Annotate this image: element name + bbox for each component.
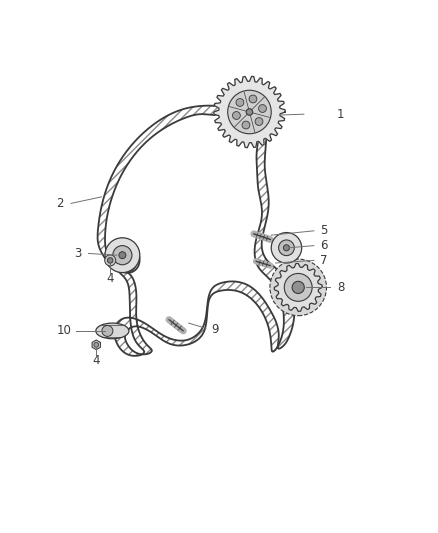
Circle shape bbox=[228, 90, 271, 134]
Circle shape bbox=[258, 104, 266, 112]
Circle shape bbox=[113, 246, 132, 265]
Text: 5: 5 bbox=[320, 224, 327, 237]
Text: 10: 10 bbox=[57, 325, 72, 337]
Circle shape bbox=[270, 259, 326, 316]
Circle shape bbox=[107, 257, 113, 263]
Text: 8: 8 bbox=[337, 281, 345, 294]
Circle shape bbox=[292, 281, 304, 294]
Circle shape bbox=[102, 326, 113, 336]
Circle shape bbox=[246, 109, 253, 115]
Circle shape bbox=[255, 118, 263, 125]
Text: 3: 3 bbox=[74, 247, 81, 260]
Text: 1: 1 bbox=[337, 108, 345, 120]
Polygon shape bbox=[214, 76, 285, 148]
Polygon shape bbox=[92, 340, 100, 350]
Circle shape bbox=[119, 252, 126, 259]
Circle shape bbox=[94, 342, 99, 347]
Circle shape bbox=[284, 273, 312, 301]
Text: 4: 4 bbox=[92, 354, 100, 367]
Circle shape bbox=[283, 245, 290, 251]
Circle shape bbox=[105, 238, 140, 272]
Circle shape bbox=[279, 240, 294, 256]
Text: 9: 9 bbox=[211, 323, 219, 336]
Circle shape bbox=[236, 99, 244, 107]
Text: 7: 7 bbox=[320, 254, 327, 267]
Circle shape bbox=[271, 232, 302, 263]
Text: 2: 2 bbox=[57, 197, 64, 210]
Text: 6: 6 bbox=[320, 239, 327, 252]
Text: 4: 4 bbox=[106, 272, 114, 285]
Circle shape bbox=[105, 255, 116, 266]
Circle shape bbox=[249, 95, 257, 103]
Circle shape bbox=[242, 121, 250, 129]
Polygon shape bbox=[98, 106, 294, 356]
Polygon shape bbox=[274, 263, 322, 311]
Circle shape bbox=[233, 111, 240, 119]
Ellipse shape bbox=[96, 323, 129, 339]
